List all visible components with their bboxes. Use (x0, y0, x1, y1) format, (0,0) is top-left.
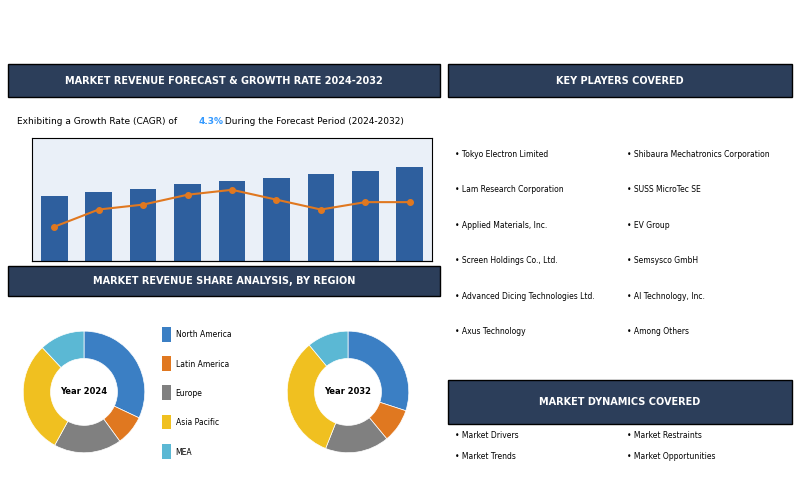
FancyBboxPatch shape (8, 266, 440, 296)
Text: 4.3%: 4.3% (198, 117, 223, 126)
Text: MEA: MEA (176, 448, 192, 457)
Bar (41, 196, 67, 261)
Wedge shape (326, 418, 386, 453)
Bar (162, 386, 171, 400)
Bar (218, 181, 246, 261)
Text: GLOBAL WAFER STRIPPER MARKET ANALYSIS: GLOBAL WAFER STRIPPER MARKET ANALYSIS (16, 21, 471, 38)
Text: • Market Drivers: • Market Drivers (455, 431, 518, 440)
Wedge shape (42, 331, 84, 368)
Text: Asia Pacific: Asia Pacific (176, 419, 219, 427)
Bar (397, 167, 423, 261)
Text: • Tokyo Electron Limited: • Tokyo Electron Limited (455, 150, 548, 159)
Wedge shape (84, 331, 145, 418)
Text: • Lam Research Corporation: • Lam Research Corporation (455, 185, 563, 194)
Bar (162, 444, 171, 458)
Text: • Among Others: • Among Others (627, 327, 689, 336)
Text: Year 2024: Year 2024 (61, 387, 107, 396)
Bar (263, 178, 290, 261)
Wedge shape (287, 345, 336, 449)
Text: MARKET REVENUE SHARE ANALYSIS, BY REGION: MARKET REVENUE SHARE ANALYSIS, BY REGION (93, 276, 355, 286)
Text: • SUSS MicroTec SE: • SUSS MicroTec SE (627, 185, 701, 194)
Text: KEY PLAYERS COVERED: KEY PLAYERS COVERED (556, 76, 684, 86)
Text: • Market Opportunities: • Market Opportunities (627, 452, 715, 461)
Text: • Market Trends: • Market Trends (455, 452, 516, 461)
Text: • Shibaura Mechatronics Corporation: • Shibaura Mechatronics Corporation (627, 150, 770, 159)
Text: • EV Group: • EV Group (627, 221, 670, 230)
FancyBboxPatch shape (8, 64, 440, 98)
Wedge shape (310, 331, 348, 366)
Text: • Market Restraints: • Market Restraints (627, 431, 702, 440)
Text: MARKET DYNAMICS COVERED: MARKET DYNAMICS COVERED (539, 397, 701, 407)
Text: • Screen Holdings Co., Ltd.: • Screen Holdings Co., Ltd. (455, 256, 558, 265)
Text: • Applied Materials, Inc.: • Applied Materials, Inc. (455, 221, 547, 230)
Wedge shape (370, 402, 406, 439)
Bar (352, 171, 378, 261)
Bar (130, 189, 157, 261)
Legend: Revenue (US$), AGR(%): Revenue (US$), AGR(%) (161, 277, 303, 292)
FancyBboxPatch shape (448, 380, 792, 424)
Bar (162, 327, 171, 342)
Text: North America: North America (176, 330, 231, 340)
Text: • AI Technology, Inc.: • AI Technology, Inc. (627, 292, 705, 301)
Text: MARKET REVENUE FORECAST & GROWTH RATE 2024-2032: MARKET REVENUE FORECAST & GROWTH RATE 20… (65, 76, 383, 86)
Text: • Advanced Dicing Technologies Ltd.: • Advanced Dicing Technologies Ltd. (455, 292, 594, 301)
Wedge shape (104, 406, 139, 441)
Text: During the Forecast Period (2024-2032): During the Forecast Period (2024-2032) (222, 117, 404, 126)
Bar (162, 415, 171, 429)
FancyBboxPatch shape (448, 64, 792, 98)
Text: • Semsysco GmbH: • Semsysco GmbH (627, 256, 698, 265)
Bar (162, 356, 171, 371)
Wedge shape (54, 419, 120, 453)
Text: Latin America: Latin America (176, 360, 229, 369)
Bar (174, 184, 201, 261)
Wedge shape (348, 331, 409, 411)
Bar (86, 192, 112, 261)
Text: • Axus Technology: • Axus Technology (455, 327, 526, 336)
Text: Year 2032: Year 2032 (325, 387, 371, 396)
Wedge shape (23, 348, 68, 445)
Text: Europe: Europe (176, 389, 202, 398)
Text: Exhibiting a Growth Rate (CAGR) of: Exhibiting a Growth Rate (CAGR) of (17, 117, 180, 126)
Bar (307, 174, 334, 261)
